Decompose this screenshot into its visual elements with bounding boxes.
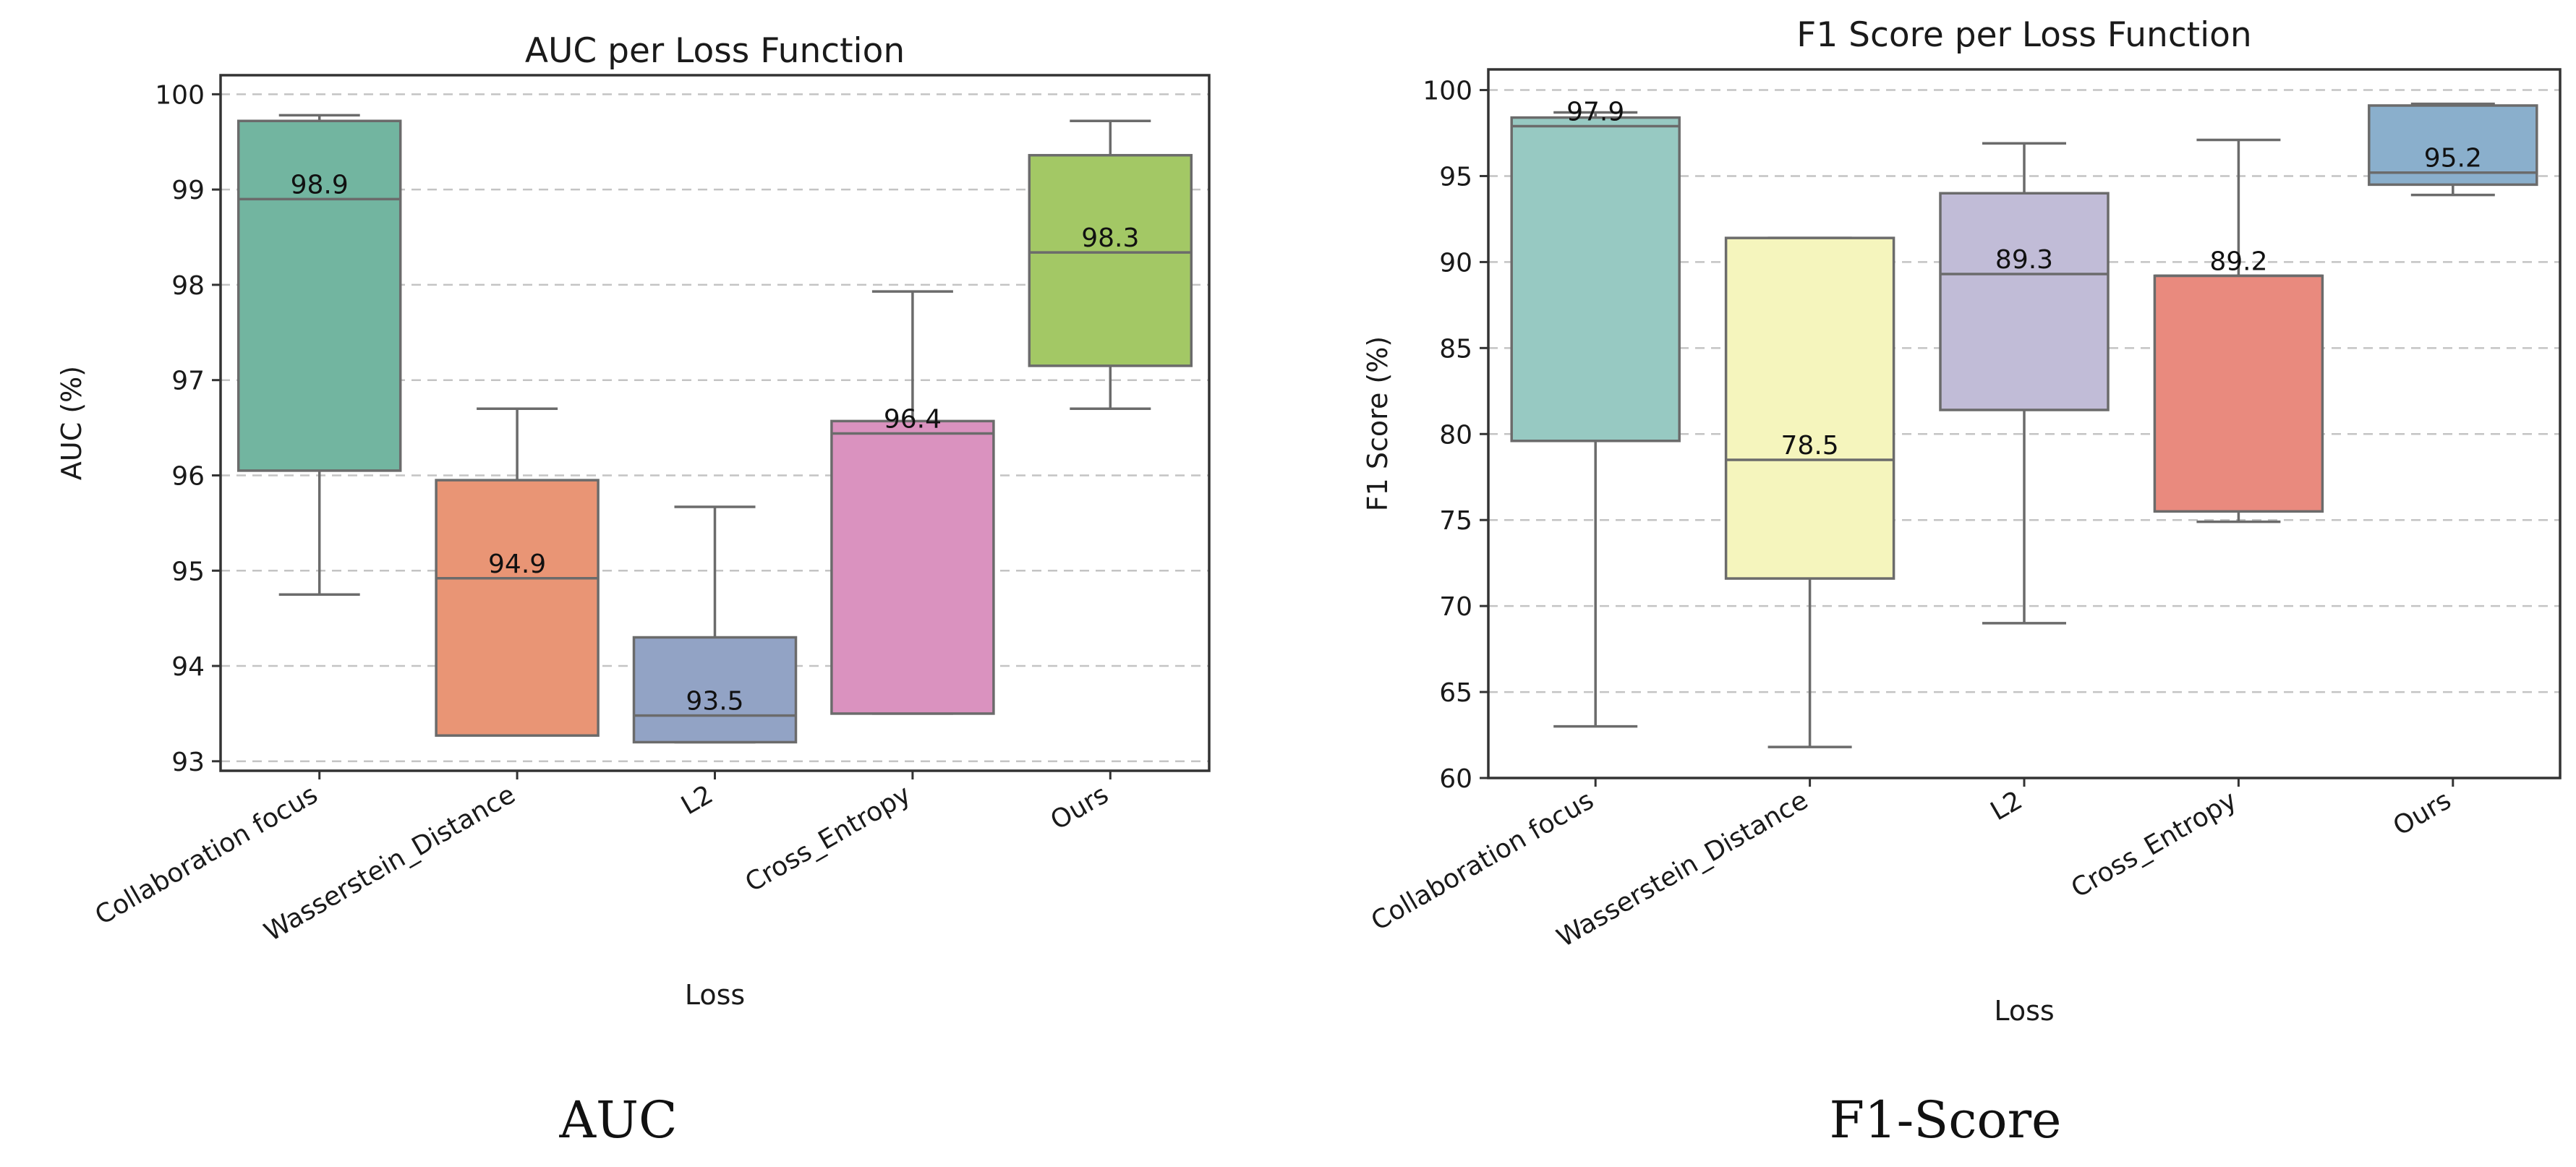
f1-ytick-label: 85 [1439, 334, 1472, 364]
auc-box [632, 636, 798, 744]
f1-xtick-label: L2 [1986, 785, 2028, 826]
auc-xtick-label: Ours [1046, 779, 1114, 836]
auc-ytick-label: 97 [171, 367, 205, 396]
auc-box [1028, 153, 1193, 367]
auc-xtick-label: Cross_Entropy [741, 779, 916, 898]
f1-ytick-label: 75 [1439, 506, 1472, 536]
f1-ytick-label: 100 [1423, 77, 1472, 106]
auc-ytick-label: 99 [171, 176, 205, 205]
f1-figure-caption: F1-Score [1830, 1090, 2062, 1150]
auc-box [435, 479, 600, 737]
auc-median-label: 93.5 [686, 687, 743, 717]
f1-ytick-label: 80 [1439, 420, 1472, 450]
f1-box [1510, 116, 1681, 443]
f1-median-label: 89.2 [2209, 247, 2267, 276]
auc-median-label: 94.9 [488, 550, 546, 579]
f1-ytick-label: 65 [1439, 678, 1472, 708]
f1-median-label: 89.3 [1995, 245, 2053, 275]
f1-ytick-label: 60 [1439, 764, 1472, 794]
auc-ytick-label: 100 [155, 80, 205, 110]
f1-median-label: 95.2 [2424, 144, 2482, 174]
auc-figure-caption: AUC [558, 1090, 677, 1150]
f1-plot-frame [1487, 68, 2562, 779]
auc-ytick-label: 93 [171, 748, 205, 777]
auc-median-label: 98.3 [1081, 223, 1139, 253]
auc-y-axis-label: AUC (%) [56, 366, 88, 480]
auc-median-label: 98.9 [291, 170, 349, 200]
f1-y-axis-label: F1 Score (%) [1362, 336, 1394, 511]
auc-x-axis-label: Loss [685, 979, 745, 1011]
auc-ytick-label: 94 [171, 652, 205, 682]
f1-box [2153, 274, 2324, 513]
auc-chart-title: AUC per Loss Function [525, 31, 905, 71]
f1-xtick-label: Ours [2388, 785, 2456, 842]
f1-chart: 60 65 70 75 80 85 90 95 100 97.9 Collaboration foc… [1362, 15, 2562, 1150]
auc-plot-frame [219, 74, 1211, 772]
auc-median-label: 96.4 [884, 404, 942, 434]
f1-xtick-label: Cross_Entropy [2066, 785, 2242, 904]
f1-x-axis-label: Loss [1994, 995, 2054, 1027]
f1-chart-title: F1 Score per Loss Function [1796, 15, 2251, 55]
f1-ytick-label: 90 [1439, 248, 1472, 278]
auc-box [830, 419, 995, 715]
f1-box [1724, 236, 1895, 580]
f1-median-label: 97.9 [1566, 97, 1624, 127]
f1-box [1939, 192, 2110, 411]
f1-ytick-label: 70 [1439, 592, 1472, 622]
auc-ytick-label: 95 [171, 557, 205, 586]
auc-ytick-label: 98 [171, 271, 205, 301]
auc-ytick-label: 96 [171, 461, 205, 491]
auc-xtick-label: L2 [676, 779, 718, 821]
f1-xtick-label: Collaboration focus [1366, 785, 1598, 936]
auc-box [236, 119, 402, 472]
f1-median-label: 78.5 [1781, 431, 1839, 461]
f1-ytick-label: 95 [1439, 162, 1472, 192]
